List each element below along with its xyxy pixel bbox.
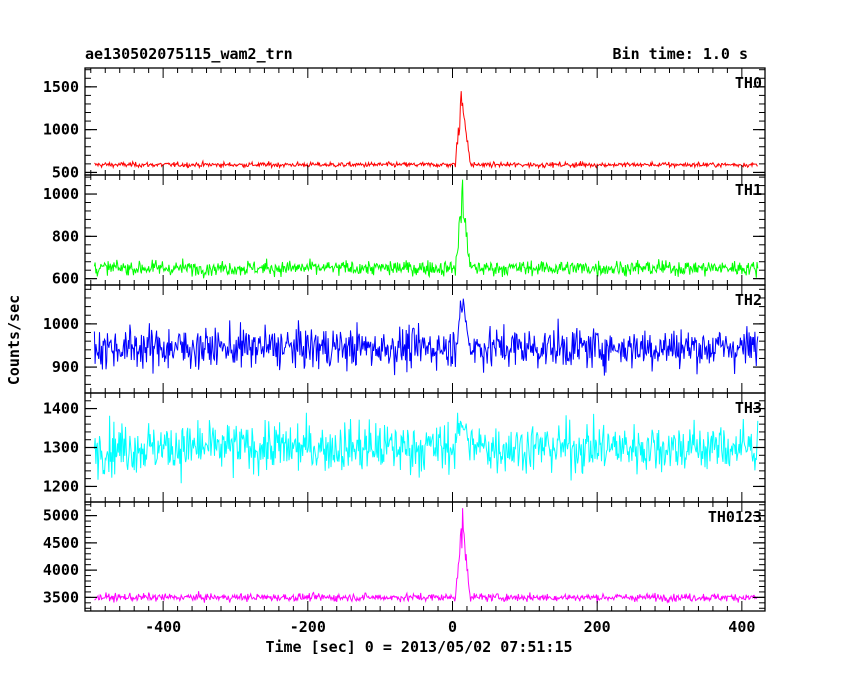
y-tick-label: 1000 [43,121,79,139]
x-tick-label: 200 [584,618,611,636]
y-tick-label: 1200 [43,477,79,495]
y-axis-label: Counts/sec [5,294,23,386]
series-line-th0123 [94,508,758,604]
panel-label-th2: TH2 [735,291,762,309]
y-tick-label: 1000 [43,315,79,333]
x-tick-label: -400 [145,618,181,636]
y-tick-label: 1500 [43,78,79,96]
chart-title: ae130502075115_wam2_trn [85,45,293,63]
panel-th1: 600 800 1000 TH1 [43,174,766,288]
series-line-th2 [93,298,759,376]
y-tick-label: 900 [52,358,79,376]
panel-frame [84,67,766,176]
y-tick-label: 5000 [43,507,79,525]
panel-frame [84,501,766,612]
panel-th3: 1200 1300 1400 TH3 [43,392,766,503]
y-tick-label: 4500 [43,534,79,552]
y-tick-label: 500 [52,163,79,181]
y-tick-label: 1400 [43,400,79,418]
y-tick-label: 600 [52,270,79,288]
y-tick-label: 1300 [43,439,79,457]
x-axis-label: Time [sec] 0 = 2013/05/02 07:51:15 [0,638,850,656]
y-tick-label: 4000 [43,561,79,579]
x-tick-label: -200 [290,618,326,636]
y-tick-label: 1000 [43,185,79,203]
x-tick-label: 0 [448,618,457,636]
panel-frame [84,284,766,394]
y-tick-label: 800 [52,227,79,245]
x-tick-label: 400 [728,618,755,636]
panel-th0123: 3500 4000 4500 5000 TH0123 [43,501,766,612]
series-line-th3 [93,412,759,484]
panel-label-th3: TH3 [735,399,762,417]
y-tick-label: 3500 [43,588,79,606]
series-line-th0 [94,91,758,170]
panel-label-th0123: TH0123 [708,508,762,526]
series-line-th1 [93,179,759,279]
x-axis-label-text: Time [sec] 0 = 2013/05/02 07:51:15 [265,638,573,656]
panel-label-th0: TH0 [735,74,762,92]
panel-th0: 500 1000 1500 TH0 [43,67,766,181]
panel-label-th1: TH1 [735,181,762,199]
panel-th2: 900 1000 TH2 [43,284,766,394]
bin-time-label: Bin time: 1.0 s [612,45,748,63]
